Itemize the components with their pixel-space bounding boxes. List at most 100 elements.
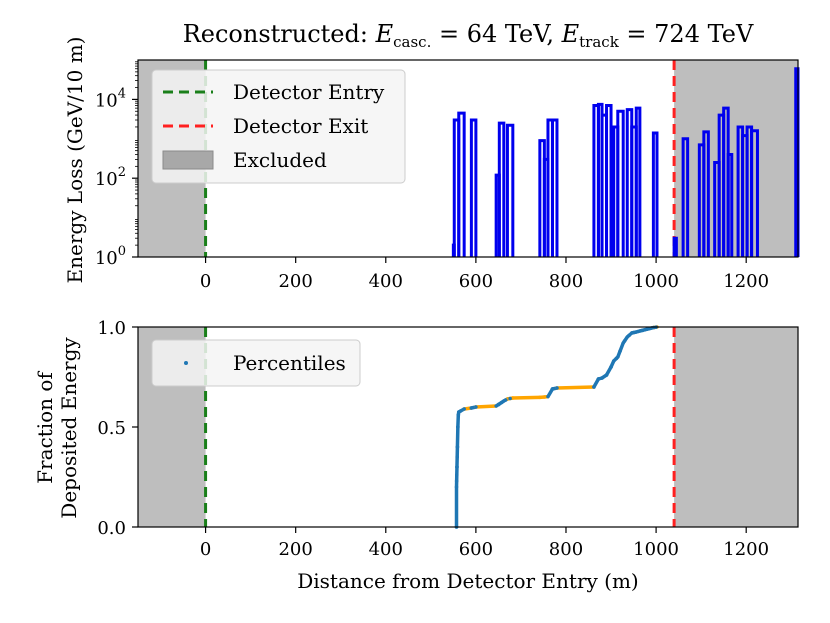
y-axis-label-line-1: Fraction of	[33, 371, 57, 484]
y-tick-base: 10	[95, 90, 118, 111]
y-tick-exponent: 0	[118, 244, 126, 259]
legend-label: Detector Entry	[233, 80, 385, 104]
legend-bottom: Percentiles	[151, 339, 361, 387]
plot-frame-top	[137, 59, 799, 258]
energy-loss-step	[497, 121, 506, 257]
percentile-point	[636, 329, 640, 334]
legend-label: Excluded	[233, 148, 327, 172]
y-tick-base: 10	[95, 169, 118, 190]
chart-title: Reconstructed: Ecasc. = 64 TeV, Etrack =…	[183, 20, 754, 51]
percentile-point	[614, 356, 619, 361]
percentile-point	[592, 385, 596, 389]
percentile-point	[456, 425, 460, 429]
legend-top: Detector Entry Detector Exit Excluded	[151, 69, 406, 184]
x-tick-label: 400	[369, 539, 403, 560]
percentile-point	[454, 479, 459, 483]
energy-loss-step	[651, 131, 659, 257]
percentile-point	[455, 455, 459, 459]
percentile-point	[508, 396, 512, 401]
title-part: = 724 TeV	[619, 20, 754, 48]
percentile-point	[550, 387, 555, 391]
percentile-point	[609, 365, 613, 369]
title-part: = 64 TeV,	[431, 20, 561, 48]
energy-loss-step	[616, 109, 625, 257]
energy-loss-step	[726, 152, 734, 257]
percentile-point	[555, 386, 559, 390]
legend-box	[151, 339, 361, 387]
x-tick-label: 600	[459, 271, 493, 292]
x-tick-label: 600	[459, 539, 493, 560]
percentile-point	[469, 406, 474, 410]
legend-label: Detector Exit	[233, 114, 368, 138]
energy-loss-step	[634, 106, 642, 257]
percentile-point	[455, 445, 460, 449]
energy-loss-step	[672, 236, 678, 257]
x-tick-label: 1200	[723, 271, 769, 292]
y-axis-label-line-2: Deposited Energy	[57, 337, 81, 519]
axes-bottom: 0 200 400 600 800 1000 1200 0.0 0.5 1.0	[97, 318, 799, 560]
excluded-region	[674, 327, 798, 527]
cumulative-fraction-panel: 0 200 400 600 800 1000 1200 0.0 0.5 1.0 Percentil…	[33, 318, 799, 593]
percentile-point	[474, 405, 478, 409]
x-axis-label: Distance from Detector Entry (m)	[297, 569, 639, 593]
x-tick-label: 0	[200, 271, 211, 292]
x-tick-label: 1000	[633, 271, 679, 292]
y-tick-exponent: 2	[118, 165, 126, 180]
y-tick-label: 102	[95, 165, 126, 190]
cumulative-segment	[474, 404, 498, 409]
y-tick-base: 10	[95, 248, 118, 269]
y-axis-label-bottom: Fraction of Deposited Energy	[33, 337, 81, 519]
percentile-point	[600, 376, 604, 380]
x-tick-label: 0	[200, 539, 211, 560]
energy-loss-step	[605, 104, 613, 257]
percentile-point	[618, 349, 622, 353]
x-tick-label: 400	[369, 271, 403, 292]
cumulative-segment	[555, 385, 596, 390]
energy-loss-step	[550, 118, 559, 257]
y-tick-label: 100	[95, 244, 126, 269]
percentile-point	[456, 413, 461, 417]
x-tick-label: 800	[549, 271, 583, 292]
energy-loss-steps	[451, 67, 800, 257]
legend-label: Percentiles	[233, 351, 346, 375]
energy-loss-step	[681, 137, 690, 257]
title-part: E	[375, 20, 394, 48]
percentile-point	[454, 473, 459, 477]
percentile-point	[458, 409, 463, 413]
y-axis-label-top: Energy Loss (GeV/10 m)	[63, 37, 87, 284]
energy-loss-panel: Reconstructed: Ecasc. = 64 TeV, Etrack =…	[63, 20, 800, 292]
percentile-point	[631, 330, 636, 335]
energy-loss-step	[505, 123, 515, 257]
percentile-point	[604, 373, 609, 377]
percentile-point	[627, 333, 631, 338]
excluded-region	[674, 60, 798, 257]
y-tick-label: 0.5	[97, 418, 126, 439]
x-tick-label: 200	[278, 271, 312, 292]
x-tick-label: 1000	[633, 539, 679, 560]
x-tick-label: 1200	[723, 539, 769, 560]
energy-loss-step	[750, 129, 759, 257]
title-part: E	[561, 20, 580, 48]
cumulative-segment	[511, 395, 542, 400]
percentile-point	[455, 465, 459, 469]
y-tick-label: 0.0	[97, 518, 126, 539]
percentile-point	[496, 402, 501, 407]
energy-loss-step	[702, 130, 710, 257]
legend-percentile-marker	[184, 361, 188, 365]
legend-excluded-swatch	[162, 150, 214, 170]
y-tick-label: 1.0	[97, 318, 126, 339]
y-tick-exponent: 4	[118, 86, 126, 101]
energy-loss-step	[469, 118, 478, 257]
x-tick-label: 200	[278, 539, 312, 560]
title-part: casc.	[393, 33, 431, 51]
y-tick-label: 104	[95, 86, 126, 111]
legend-box	[151, 69, 406, 184]
x-tick-label: 800	[549, 539, 583, 560]
title-prefix: Reconstructed:	[183, 20, 376, 48]
percentile-point	[596, 377, 601, 381]
percentile-point	[503, 398, 508, 402]
percentile-point	[622, 339, 627, 343]
percentile-point	[499, 400, 504, 405]
